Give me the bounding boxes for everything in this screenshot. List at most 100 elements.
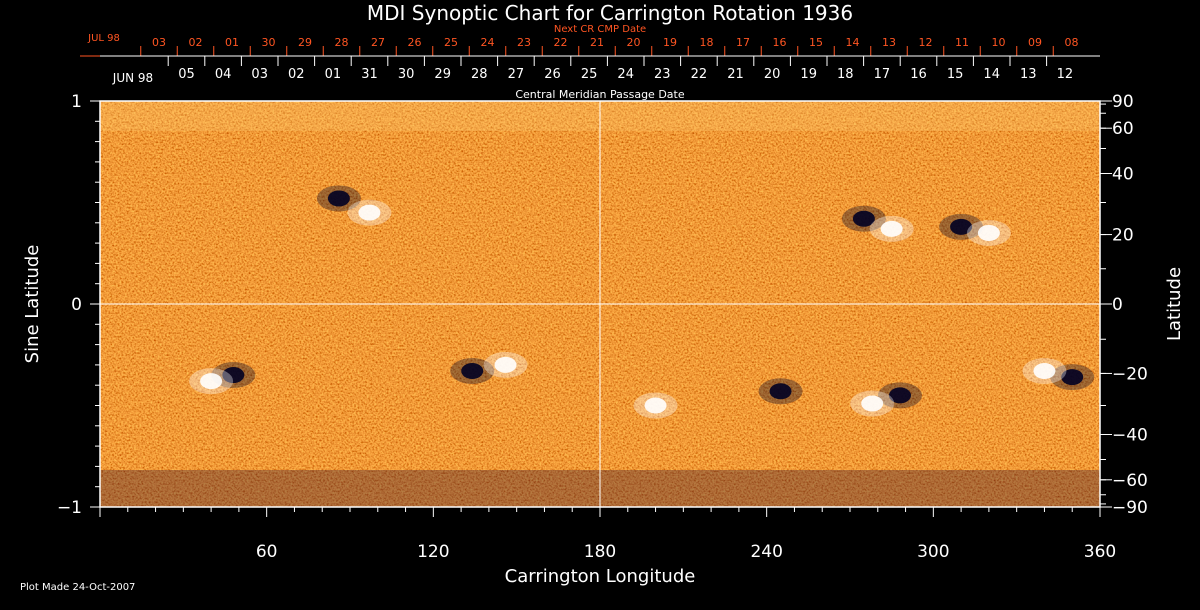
next-cr-date-label: 26 (408, 36, 422, 49)
cmp-axis-label: Central Meridian Passage Date (515, 88, 684, 101)
next-cr-date-label: 30 (262, 36, 276, 49)
active-region-2 (222, 367, 245, 384)
active-region-4 (461, 362, 484, 379)
next-cr-date-label: 03 (152, 36, 166, 49)
active-region-15 (644, 397, 667, 414)
y-right-tick-label: 90 (1112, 92, 1134, 112)
next-cr-date-label: 12 (919, 36, 933, 49)
next-cr-date-label: 11 (955, 36, 969, 49)
next-cr-date-label: 22 (554, 36, 568, 49)
chart-title: MDI Synoptic Chart for Carrington Rotati… (367, 1, 853, 25)
x-axis: 60 120 180 240 300 360 (99, 507, 1116, 562)
active-region-9 (977, 224, 1000, 241)
y-axis-left: −1 0 1 (57, 92, 100, 518)
y-left-tick-label: −1 (57, 498, 82, 518)
next-cr-date-label: 18 (700, 36, 714, 49)
active-region-3 (200, 373, 223, 390)
next-cr-axis: JUL 98 03 02 01 30 29 28 27 26 25 24 23 22 21 20 19 18 17… (80, 33, 1100, 57)
cmp-date-label: 28 (471, 67, 488, 82)
active-region-1 (358, 204, 381, 221)
active-region-10 (889, 387, 911, 404)
y-right-tick-label: −20 (1112, 364, 1148, 384)
next-cr-date-label: 21 (590, 36, 604, 49)
y-right-tick-label: −90 (1112, 498, 1148, 518)
y-left-tick-label: 1 (71, 92, 82, 112)
active-region-6 (852, 210, 875, 227)
x-tick-label: 180 (584, 542, 616, 562)
y-right-tick-label: −60 (1112, 471, 1148, 491)
cmp-date-label: 17 (874, 67, 891, 82)
cmp-date-axis: JUN 98 05 04 03 02 01 31 30 29 28 27 26 25 24 23 22 21 20… (100, 55, 1100, 85)
x-tick-label: 60 (256, 542, 278, 562)
y-right-tick-label: 0 (1112, 295, 1123, 315)
cmp-date-label: 13 (1020, 67, 1037, 82)
next-cr-date-label: 13 (882, 36, 896, 49)
active-region-5 (494, 356, 517, 373)
next-cr-date-label: 08 (1065, 36, 1079, 49)
x-tick-label: 360 (1084, 542, 1116, 562)
cmp-date-label: 31 (361, 67, 378, 82)
cmp-date-label: 03 (251, 67, 268, 82)
active-region-14 (1033, 362, 1056, 379)
cmp-date-label: 01 (325, 67, 342, 82)
cmp-date-label: 12 (1057, 67, 1074, 82)
next-cr-date-label: 16 (773, 36, 787, 49)
next-cr-date-label: 17 (736, 36, 750, 49)
plot-made-note: Plot Made 24-Oct-2007 (20, 582, 135, 593)
next-cr-date-label: 01 (225, 36, 239, 49)
cmp-date-label: 16 (910, 67, 927, 82)
cmp-date-label: 18 (837, 67, 854, 82)
next-cr-date-label: 24 (481, 36, 495, 49)
next-cr-date-label: 23 (517, 36, 531, 49)
next-cr-date-label: 29 (298, 36, 312, 49)
active-region-0 (327, 190, 350, 207)
next-cr-date-label: 14 (846, 36, 860, 49)
cmp-month-label: JUN 98 (112, 71, 153, 85)
cmp-date-label: 26 (544, 67, 561, 82)
cmp-date-label: 22 (691, 67, 708, 82)
active-region-12 (769, 383, 792, 400)
y-right-tick-label: 20 (1112, 226, 1134, 246)
cmp-date-label: 27 (508, 67, 525, 82)
cmp-date-label: 30 (398, 67, 415, 82)
cmp-date-label: 29 (434, 67, 451, 82)
next-cr-date-label: 28 (335, 36, 349, 49)
cmp-date-label: 19 (800, 67, 817, 82)
cmp-date-label: 20 (764, 67, 781, 82)
x-tick-label: 300 (917, 542, 949, 562)
cmp-date-label: 23 (654, 67, 671, 82)
x-axis-label: Carrington Longitude (505, 566, 696, 587)
y-axis-right: 90 60 40 20 0 −20 −40 −60 −90 (1100, 92, 1148, 518)
next-cr-date-label: 20 (627, 36, 641, 49)
y-axis-right-label: Latitude (1164, 267, 1185, 341)
next-cr-date-label: 19 (663, 36, 677, 49)
cmp-date-label: 21 (727, 67, 744, 82)
y-right-tick-label: 60 (1112, 119, 1134, 139)
cmp-date-label: 04 (215, 67, 232, 82)
active-region-7 (880, 220, 903, 237)
cmp-date-label: 05 (178, 67, 195, 82)
next-cr-date-label: 15 (809, 36, 823, 49)
next-cr-date-label: 09 (1028, 36, 1042, 49)
next-cr-date-label: 27 (371, 36, 385, 49)
y-right-tick-label: 40 (1112, 165, 1134, 185)
x-tick-label: 120 (417, 542, 449, 562)
cmp-date-label: 24 (617, 67, 634, 82)
y-axis-left-label: Sine Latitude (22, 245, 43, 364)
next-cr-date-label: 02 (189, 36, 203, 49)
active-regions (189, 185, 1095, 419)
next-cr-month-label: JUL 98 (87, 33, 120, 44)
next-cr-date-label: 10 (992, 36, 1006, 49)
x-tick-label: 240 (750, 542, 782, 562)
active-region-11 (861, 395, 884, 412)
cmp-date-label: 14 (983, 67, 1000, 82)
active-region-13 (1061, 369, 1084, 386)
y-right-tick-label: −40 (1112, 425, 1148, 445)
cmp-date-label: 02 (288, 67, 305, 82)
y-left-tick-label: 0 (71, 295, 82, 315)
next-cr-date-label: 25 (444, 36, 458, 49)
cmp-date-label: 25 (581, 67, 598, 82)
cmp-date-label: 15 (947, 67, 964, 82)
next-cr-label: Next CR CMP Date (554, 24, 646, 35)
